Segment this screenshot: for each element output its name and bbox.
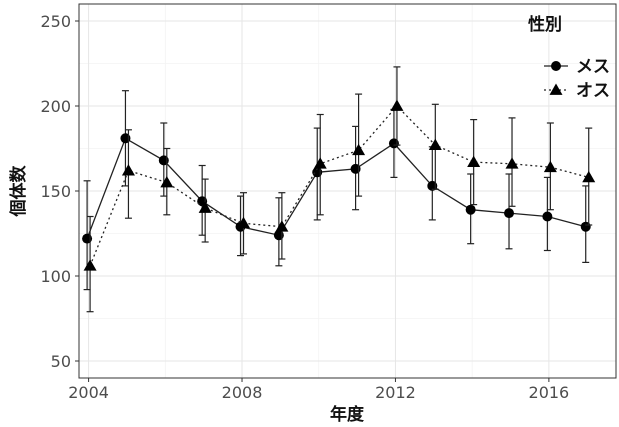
data-point bbox=[160, 176, 174, 188]
y-tick-label: 250 bbox=[40, 12, 71, 31]
data-point bbox=[428, 138, 442, 150]
data-point bbox=[275, 220, 289, 232]
series-line bbox=[86, 137, 586, 239]
x-tick-label: 2012 bbox=[375, 383, 416, 402]
series-2 bbox=[83, 66, 596, 313]
x-axis: 2004 2008 2012 2016 bbox=[68, 378, 569, 402]
data-point bbox=[313, 157, 327, 169]
data-point bbox=[504, 208, 515, 219]
data-point bbox=[121, 164, 135, 176]
y-axis-title: 個体数 bbox=[8, 165, 29, 218]
data-point bbox=[542, 211, 553, 222]
legend-label: オス bbox=[576, 81, 610, 101]
x-tick-label: 2004 bbox=[68, 383, 109, 402]
y-tick-label: 200 bbox=[40, 97, 71, 116]
data-point bbox=[198, 201, 212, 213]
y-axis: 50 100 150 200 250 bbox=[40, 12, 79, 371]
series-layer bbox=[82, 66, 596, 313]
data-point bbox=[465, 204, 476, 215]
x-tick-label: 2016 bbox=[529, 383, 570, 402]
x-tick-label: 2008 bbox=[222, 383, 263, 402]
data-point bbox=[237, 216, 251, 229]
data-point bbox=[352, 143, 366, 156]
legend-marker bbox=[549, 83, 563, 95]
data-point bbox=[83, 259, 97, 271]
data-point bbox=[582, 170, 596, 183]
data-point bbox=[467, 155, 481, 167]
data-point bbox=[390, 99, 404, 111]
y-tick-label: 150 bbox=[40, 182, 71, 201]
y-tick-label: 100 bbox=[40, 267, 71, 286]
legend-label: メス bbox=[576, 57, 610, 77]
x-axis-title: 年度 bbox=[330, 404, 365, 425]
data-point bbox=[505, 157, 519, 169]
series-line bbox=[89, 105, 589, 267]
gridlines bbox=[79, 4, 616, 378]
data-point bbox=[543, 160, 557, 173]
legend-marker bbox=[551, 61, 561, 71]
y-tick-label: 50 bbox=[51, 352, 71, 371]
legend-title: 性別 bbox=[528, 14, 562, 35]
series-1 bbox=[82, 90, 591, 291]
